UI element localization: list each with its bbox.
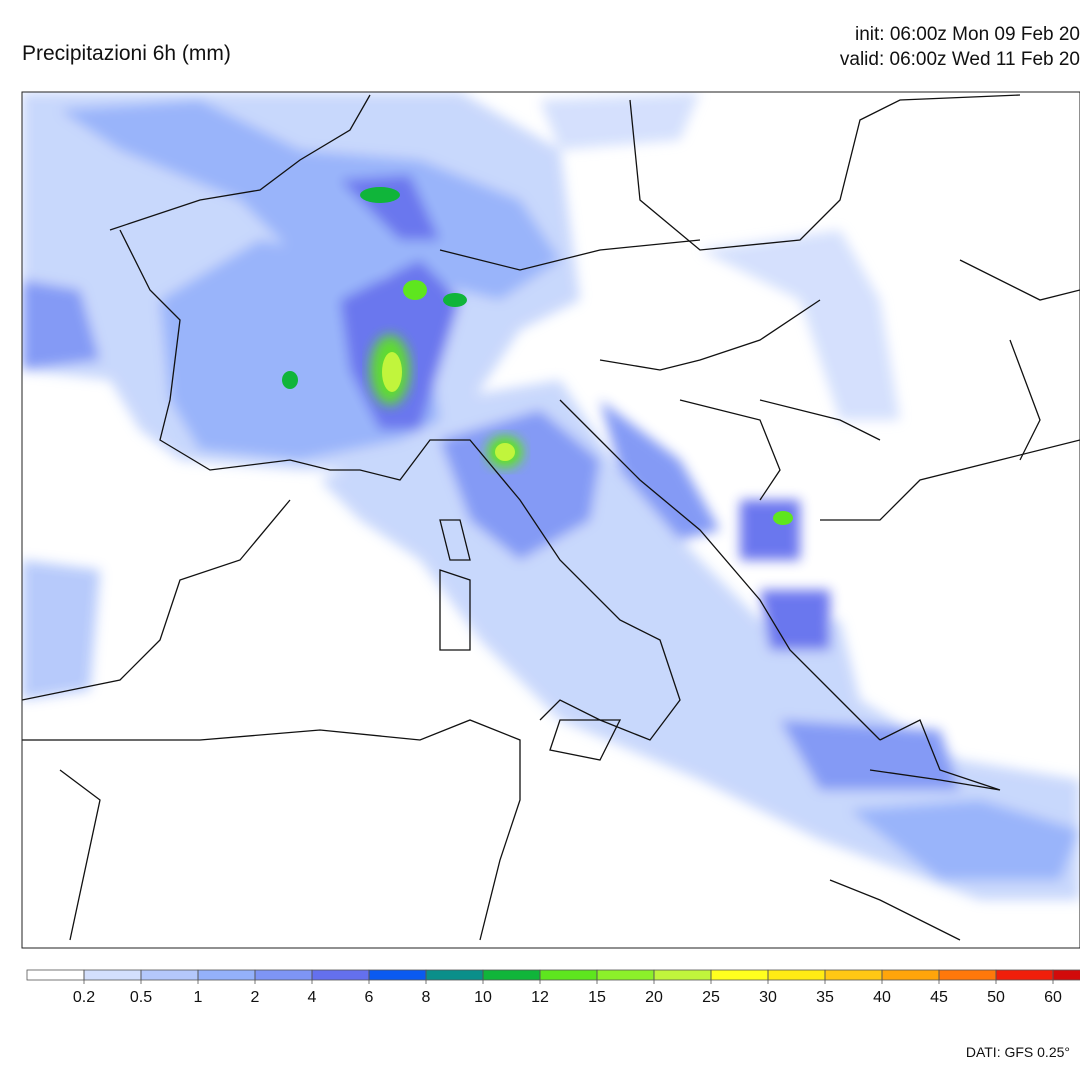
colorbar-box	[995, 969, 1054, 981]
colorbar-label: 2	[251, 989, 260, 1006]
colorbar-box	[881, 969, 940, 981]
colorbar-box	[368, 969, 427, 981]
colorbar-box	[824, 969, 883, 981]
colorbar-box	[140, 969, 199, 981]
data-source: DATI: GFS 0.25°	[966, 1044, 1070, 1060]
map-title: Precipitazioni 6h (mm)	[22, 42, 231, 65]
colorbar: 0.2 0.5 1 2 4 6 8 10 12 15 20 25 30 35 40 45 50 60	[26, 969, 1080, 1006]
colorbar-box	[653, 969, 712, 981]
colorbar-box	[254, 969, 313, 981]
colorbar-label: 20	[645, 989, 663, 1006]
colorbar-label: 0.2	[73, 989, 95, 1006]
colorbar-box	[710, 969, 769, 981]
valid-time: valid: 06:00z Wed 11 Feb 20	[840, 49, 1080, 70]
colorbar-label: 40	[873, 989, 891, 1006]
colorbar-box	[596, 969, 655, 981]
colorbar-box	[482, 969, 541, 981]
colorbar-box	[83, 969, 142, 981]
colorbar-box	[938, 969, 997, 981]
colorbar-label: 35	[816, 989, 834, 1006]
colorbar-label: 30	[759, 989, 777, 1006]
colorbar-box	[1052, 969, 1080, 981]
colorbar-label: 45	[930, 989, 948, 1006]
colorbar-box	[197, 969, 256, 981]
colorbar-label: 60	[1044, 989, 1062, 1006]
colorbar-label: 6	[365, 989, 374, 1006]
colorbar-box	[539, 969, 598, 981]
colorbar-label: 0.5	[130, 989, 152, 1006]
colorbar-label: 1	[194, 989, 203, 1006]
colorbar-label: 15	[588, 989, 606, 1006]
colorbar-label: 4	[308, 989, 317, 1006]
colorbar-label: 12	[531, 989, 549, 1006]
colorbar-box	[26, 969, 85, 981]
colorbar-box	[425, 969, 484, 981]
colorbar-box	[767, 969, 826, 981]
colorbar-label: 8	[422, 989, 431, 1006]
map-frame	[21, 91, 1080, 949]
colorbar-label: 10	[474, 989, 492, 1006]
colorbar-box	[311, 969, 370, 981]
colorbar-label: 50	[987, 989, 1005, 1006]
init-time: init: 06:00z Mon 09 Feb 20	[855, 24, 1080, 45]
colorbar-label: 25	[702, 989, 720, 1006]
coastlines	[22, 94, 1080, 941]
precipitation-field	[22, 92, 1080, 941]
